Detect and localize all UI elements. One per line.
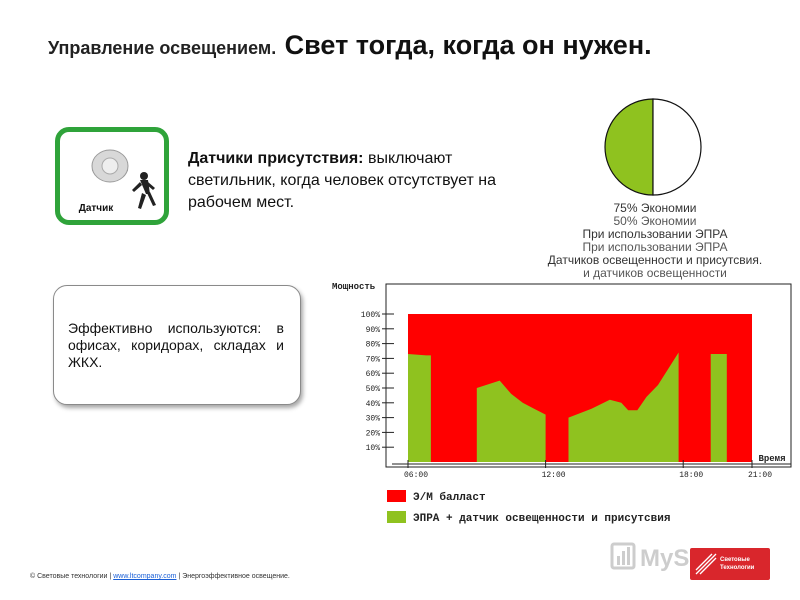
pie-slice bbox=[604, 98, 654, 196]
footer-copyright: © Световые технологии bbox=[30, 573, 108, 580]
y-tick-label: 80% bbox=[366, 341, 381, 350]
sensor-image-frame: Датчик bbox=[55, 127, 169, 225]
y-tick-label: 20% bbox=[366, 429, 381, 438]
savings-pie: 75% Экономии 50% Экономии При использова… bbox=[520, 92, 790, 280]
series-epra-sensor-area bbox=[408, 352, 727, 462]
logo-line: Технологии bbox=[720, 565, 755, 571]
x-tick-label: 06:00 bbox=[404, 471, 428, 480]
pie-chart-svg bbox=[604, 98, 702, 196]
y-tick-label: 60% bbox=[366, 370, 381, 379]
footer-separator: | bbox=[109, 573, 112, 580]
pie-slice bbox=[652, 98, 702, 196]
usage-text: Эффективно используются: в офисах, корид… bbox=[68, 320, 284, 370]
x-tick-label: 12:00 bbox=[542, 471, 566, 480]
logo-line: Световые bbox=[720, 557, 750, 563]
walking-person-icon bbox=[132, 172, 156, 209]
company-logo: Световые Технологии bbox=[690, 548, 770, 580]
power-chart: Мощность 100% 90% 80% 70% 60% 50% 40% 30% 20% 10% 0… bbox=[326, 276, 796, 534]
pie-label: и датчиков освещенности bbox=[583, 266, 727, 280]
y-tick-label: 10% bbox=[366, 444, 381, 453]
pie-label: При использовании ЭПРА bbox=[582, 240, 728, 254]
sensor-device-icon bbox=[91, 149, 156, 209]
legend-label: ЭПРА + датчик освещенности и присутсвия bbox=[413, 513, 670, 525]
y-tick-label: 50% bbox=[366, 385, 381, 394]
title-small: Управление освещением. bbox=[48, 38, 277, 58]
y-axis-label: Мощность bbox=[332, 282, 376, 292]
sensor-body: выключают светильник, когда человек отсу… bbox=[188, 150, 496, 211]
usage-callout: Эффективно используются: в офисах, корид… bbox=[53, 285, 301, 405]
pie-label: 50% Экономии bbox=[613, 214, 697, 228]
footer-separator: | bbox=[178, 573, 181, 580]
y-tick-label: 100% bbox=[361, 311, 380, 320]
footer-tagline: Энергоэффективное освещение. bbox=[182, 573, 290, 580]
logo-rays-icon bbox=[695, 553, 717, 575]
title-big: Свет тогда, когда он нужен. bbox=[284, 30, 652, 60]
pie-label: Датчиков освещенности и присутсвия. bbox=[547, 253, 763, 267]
x-tick-label: 21:00 bbox=[748, 471, 772, 480]
legend-swatch bbox=[387, 511, 406, 523]
page-title: Управление освещением. Свет тогда, когда… bbox=[48, 30, 652, 61]
footer: © Световые технологии | www.ltcompany.co… bbox=[30, 573, 290, 580]
y-tick-label: 30% bbox=[366, 415, 381, 424]
power-chart-svg: Мощность 100% 90% 80% 70% 60% 50% 40% 30% 20% 10% 0… bbox=[332, 282, 792, 525]
legend-swatch bbox=[387, 490, 406, 502]
logo-text: Световые Технологии bbox=[720, 556, 754, 572]
pie-label: При использовании ЭПРА bbox=[582, 227, 728, 241]
sensor-description: Датчики присутствия: выключают светильни… bbox=[188, 148, 508, 214]
legend-label: Э/М балласт bbox=[413, 491, 486, 504]
x-tick-label: 18:00 bbox=[679, 471, 703, 480]
y-tick-label: 90% bbox=[366, 326, 381, 335]
y-tick-label: 70% bbox=[366, 355, 381, 364]
pie-labels: 75% Экономии 50% Экономии При использова… bbox=[520, 202, 790, 280]
pie-label: 75% Экономии bbox=[613, 201, 697, 215]
footer-link[interactable]: www.ltcompany.com bbox=[113, 573, 177, 580]
sensor-caption: Датчик bbox=[78, 203, 114, 214]
y-tick-label: 40% bbox=[366, 400, 381, 409]
sensor-heading: Датчики присутствия: bbox=[188, 150, 364, 167]
x-axis-label: Время bbox=[758, 454, 785, 464]
